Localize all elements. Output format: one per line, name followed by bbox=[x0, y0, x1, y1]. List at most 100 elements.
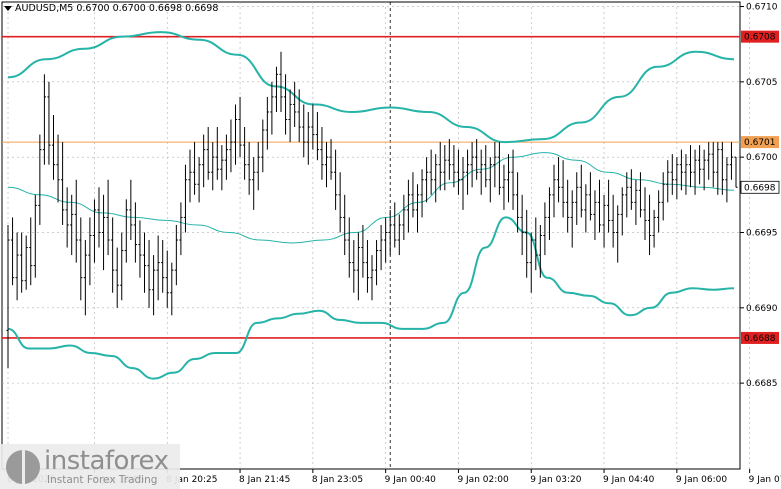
candle-157 bbox=[720, 142, 724, 195]
candle-9 bbox=[47, 81, 51, 165]
candle-102 bbox=[470, 142, 474, 188]
candle-64 bbox=[297, 89, 301, 143]
symbol-header: AUDUSD,M5 0.6700 0.6700 0.6698 0.6698 bbox=[4, 3, 218, 14]
level-price-label-1: 0.6701 bbox=[744, 138, 776, 148]
candle-52 bbox=[243, 127, 247, 180]
candle-145 bbox=[666, 160, 670, 203]
candle-108 bbox=[497, 142, 501, 195]
candle-142 bbox=[652, 209, 656, 248]
x-tick-label-9: 9 Jan 06:00 bbox=[676, 475, 728, 485]
x-tick-label-3: 8 Jan 21:45 bbox=[239, 475, 290, 485]
candle-125 bbox=[575, 172, 579, 225]
candle-10 bbox=[51, 114, 56, 180]
candle-75 bbox=[347, 217, 351, 278]
candle-54 bbox=[252, 157, 256, 210]
candle-24 bbox=[115, 247, 119, 308]
candle-23 bbox=[111, 217, 115, 293]
candle-152 bbox=[698, 145, 702, 185]
candle-113 bbox=[520, 194, 524, 256]
x-tick-label-4: 8 Jan 23:05 bbox=[312, 475, 363, 485]
candle-71 bbox=[329, 139, 333, 180]
candle-76 bbox=[352, 240, 356, 293]
x-tick-label-6: 9 Jan 02:00 bbox=[457, 475, 509, 485]
candle-7 bbox=[38, 134, 42, 225]
level-price-tag-0 bbox=[741, 30, 779, 43]
candle-77 bbox=[356, 232, 360, 301]
candle-115 bbox=[529, 232, 533, 293]
candle-146 bbox=[670, 154, 674, 195]
watermark-name: instaforex bbox=[44, 446, 169, 476]
candle-111 bbox=[511, 149, 515, 210]
candle-57 bbox=[265, 96, 269, 150]
candle-42 bbox=[197, 157, 201, 203]
candle-26 bbox=[124, 199, 128, 263]
candle-117 bbox=[538, 224, 542, 278]
candle-116 bbox=[534, 217, 538, 271]
candle-37 bbox=[174, 224, 178, 286]
candle-158 bbox=[725, 157, 729, 203]
candle-17 bbox=[83, 240, 87, 316]
candle-78 bbox=[361, 224, 365, 278]
candle-160 bbox=[734, 156, 738, 188]
candle-121 bbox=[556, 157, 561, 203]
candle-46 bbox=[215, 127, 219, 180]
candle-43 bbox=[202, 134, 206, 188]
candle-88 bbox=[406, 179, 410, 233]
current-price-label: 0.6698 bbox=[744, 183, 776, 193]
instaforex-logo-icon bbox=[6, 450, 40, 484]
candle-51 bbox=[238, 96, 242, 158]
candle-89 bbox=[411, 172, 415, 218]
watermark-tagline: Instant Forex Trading bbox=[47, 474, 158, 486]
x-tick-label-8: 9 Jan 04:40 bbox=[603, 475, 655, 485]
candle-156 bbox=[716, 142, 720, 195]
candle-31 bbox=[147, 240, 151, 308]
x-tick-label-2: 8 Jan 20:25 bbox=[166, 475, 217, 485]
candle-49 bbox=[229, 119, 233, 173]
collapse-triangle-icon[interactable] bbox=[4, 6, 12, 11]
candle-5 bbox=[29, 217, 33, 286]
candle-16 bbox=[79, 217, 83, 301]
candle-14 bbox=[70, 194, 74, 256]
candle-104 bbox=[479, 149, 483, 195]
candle-140 bbox=[643, 187, 647, 241]
candle-149 bbox=[684, 154, 688, 195]
candle-148 bbox=[679, 149, 683, 191]
candle-70 bbox=[324, 142, 329, 188]
candle-85 bbox=[393, 202, 397, 248]
candle-59 bbox=[274, 66, 279, 112]
candle-103 bbox=[475, 139, 479, 180]
candle-11 bbox=[56, 134, 60, 203]
candle-147 bbox=[675, 157, 679, 200]
candle-151 bbox=[693, 149, 697, 195]
plot-area bbox=[1, 1, 741, 470]
candle-99 bbox=[456, 149, 461, 195]
candle-35 bbox=[165, 250, 169, 308]
candle-29 bbox=[138, 220, 142, 278]
candle-45 bbox=[211, 142, 215, 191]
candle-69 bbox=[320, 127, 324, 180]
candle-62 bbox=[288, 89, 292, 143]
candle-154 bbox=[707, 142, 711, 180]
candle-124 bbox=[570, 190, 574, 248]
candle-133 bbox=[611, 194, 615, 248]
candle-56 bbox=[261, 119, 265, 173]
candle-1 bbox=[10, 217, 15, 286]
symbol-ohlc-text: AUDUSD,M5 0.6700 0.6700 0.6698 0.6698 bbox=[15, 3, 219, 14]
candle-105 bbox=[484, 145, 488, 188]
candles bbox=[6, 51, 738, 369]
candle-2 bbox=[15, 232, 19, 301]
candle-33 bbox=[156, 235, 160, 301]
bollinger-lower-line bbox=[7, 216, 735, 380]
candle-36 bbox=[170, 262, 174, 316]
current-price-tag bbox=[740, 180, 780, 194]
candle-135 bbox=[620, 187, 624, 236]
candle-19 bbox=[92, 199, 97, 263]
candle-155 bbox=[711, 142, 715, 188]
candle-53 bbox=[247, 142, 251, 195]
candle-96 bbox=[443, 145, 447, 191]
candle-74 bbox=[343, 194, 347, 256]
candle-13 bbox=[65, 187, 69, 248]
candle-47 bbox=[220, 145, 224, 191]
candle-58 bbox=[270, 81, 274, 135]
